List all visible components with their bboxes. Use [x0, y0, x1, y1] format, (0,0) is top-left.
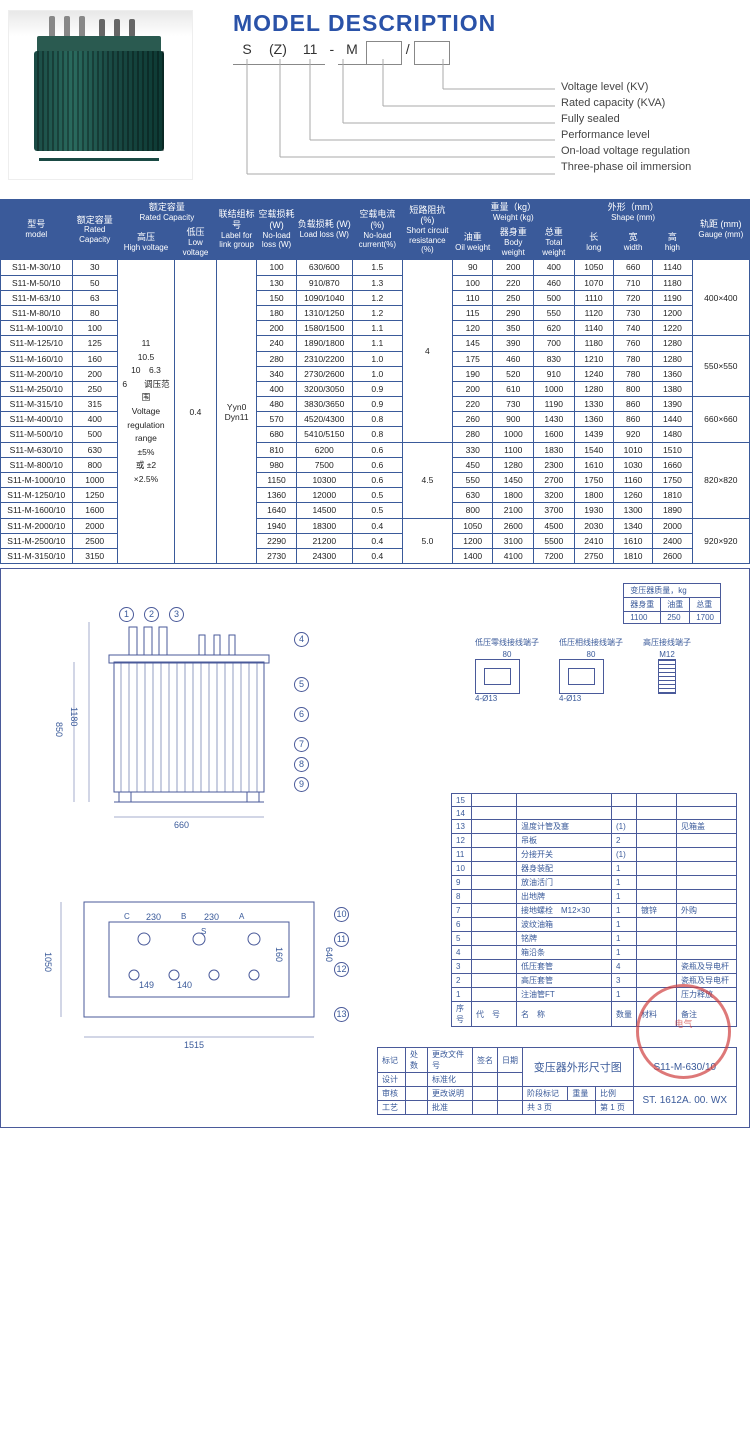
terminal-diagrams: 低压零线接线端子 80 4-Ø13 低压相线接线端子 80 4-Ø13 高压接线… — [475, 637, 691, 703]
table-row: S11-M-2000/1020001940183000.45.010502600… — [1, 518, 750, 533]
table-row: S11-M-315/103154803830/36500.92207301190… — [1, 397, 750, 412]
table-row: S11-M-1000/1010001150103000.655014502700… — [1, 473, 750, 488]
table-row: S11-M-100/101002001580/15001.11203506201… — [1, 321, 750, 336]
table-row: S11-M-630/1063081062000.64.5330110018301… — [1, 442, 750, 457]
desc-label: Fully sealed — [557, 113, 732, 125]
desc-label: On-load voltage regulation — [557, 145, 732, 157]
desc-label: Voltage level (KV) — [557, 81, 732, 93]
desc-label: Three-phase oil immersion — [557, 161, 732, 173]
desc-label: Rated capacity (KVA) — [557, 97, 732, 109]
engineering-drawing: 变压器质量，kg 器身重油重总重 11002501700 低压零线接线端子 80… — [0, 568, 750, 1128]
table-row: S11-M-1250/1012501360120000.563018003200… — [1, 488, 750, 503]
page-title: MODEL DESCRIPTION — [233, 10, 742, 37]
model-code-diagram: S (Z) 11 - M / — [233, 41, 742, 191]
svg-text:S: S — [201, 927, 206, 936]
table-row: S11-M-2500/1025002290212000.412003100550… — [1, 533, 750, 548]
company-stamp — [636, 984, 731, 1079]
table-header: 型号model 额定容量Rated Capacity 额定容量Rated Cap… — [1, 200, 750, 260]
table-row: S11-M-400/104005704520/43000.82609001430… — [1, 412, 750, 427]
front-elevation: 1180 850 660 1 2 3 4 5 6 7 8 9 — [59, 607, 329, 840]
spec-table: 型号model 额定容量Rated Capacity 额定容量Rated Cap… — [0, 199, 750, 564]
table-row: S11-M-3150/1031502730243000.414004100720… — [1, 548, 750, 563]
svg-text:B: B — [181, 912, 186, 921]
table-row: S11-M-200/102003402730/26001.01905209101… — [1, 366, 750, 381]
table-row: S11-M-80/10801801310/12501.2115290550112… — [1, 305, 750, 320]
table-row: S11-M-63/10631501090/10401.2110250500111… — [1, 290, 750, 305]
product-photo — [8, 10, 193, 180]
weight-mini-table: 变压器质量，kg 器身重油重总重 11002501700 — [623, 583, 721, 624]
table-row: S11-M-250/102504003200/30500.92006101000… — [1, 381, 750, 396]
table-row: S11-M-125/101252401890/18001.11453907001… — [1, 336, 750, 351]
svg-text:A: A — [239, 912, 245, 921]
svg-text:C: C — [124, 912, 130, 921]
table-row: S11-M-1600/1016001640145000.580021003700… — [1, 503, 750, 518]
table-row: S11-M-30/103011 10.5 10 6.3 6 调压范围 Volta… — [1, 260, 750, 275]
table-row: S11-M-500/105006805410/51500.82801000160… — [1, 427, 750, 442]
table-row: S11-M-800/1080098075000.6450128023001610… — [1, 457, 750, 472]
top-view: C B A S 1515 1050 230 230 149 140 160 64… — [49, 867, 349, 1090]
desc-label: Performance level — [557, 129, 732, 141]
table-row: S11-M-160/101602802310/22001.01754608301… — [1, 351, 750, 366]
table-row: S11-M-50/1050130910/8701.310022046010707… — [1, 275, 750, 290]
